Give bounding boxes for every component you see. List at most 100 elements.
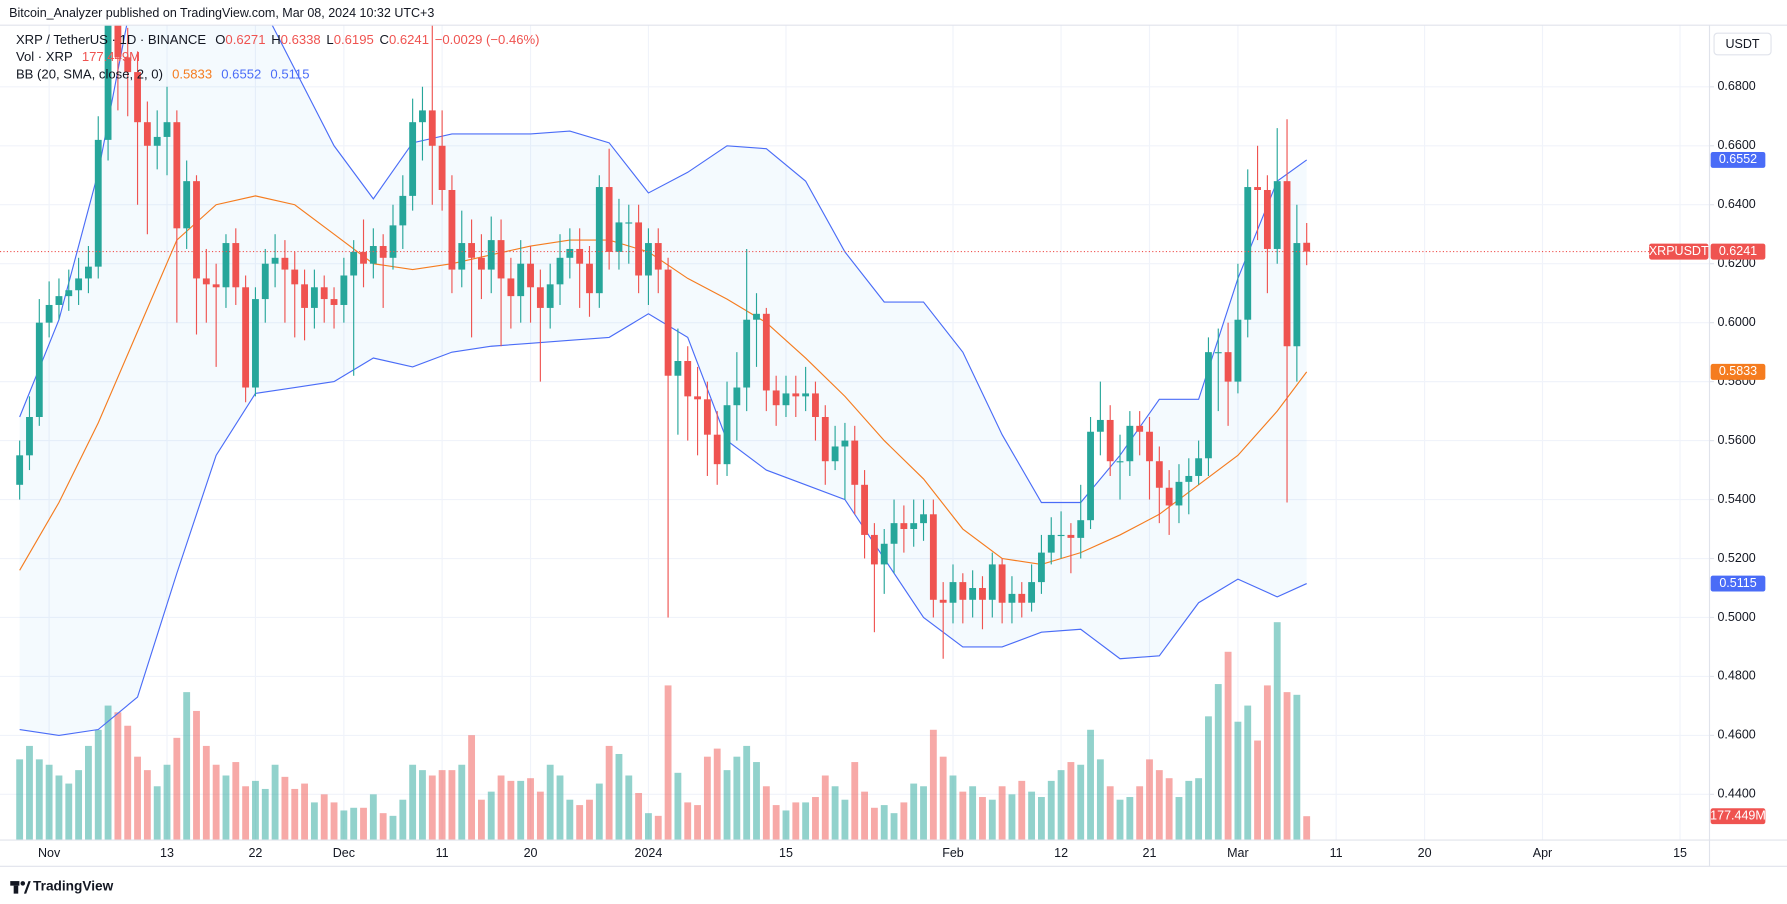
candle-body (124, 57, 132, 73)
candle-body (645, 243, 652, 276)
candle-body (615, 222, 623, 252)
candle-body (1293, 243, 1301, 347)
candle-body (821, 417, 829, 462)
candle-body (890, 523, 898, 544)
candle-body (1067, 534, 1075, 538)
volume-bar (1205, 716, 1212, 841)
bb-basis-tag: 0.5833 (1719, 364, 1757, 378)
change: −0.0029 (−0.46%) (435, 33, 540, 48)
ohlc-prefix: C (379, 33, 388, 48)
volume-bar (527, 778, 534, 841)
candle-body (546, 284, 554, 308)
candle-body (94, 139, 102, 267)
volume-bar (703, 756, 711, 841)
candle-body (959, 582, 967, 600)
volume-bar (684, 802, 692, 841)
volume-bar (448, 770, 456, 841)
volume-bar (1038, 797, 1045, 841)
candle-body (1214, 352, 1222, 354)
volume-bar (428, 775, 436, 841)
volume-bar (1234, 721, 1242, 841)
volume-bar (546, 764, 554, 841)
volume-bar (635, 792, 643, 841)
volume-bar (910, 783, 918, 841)
volume-bar (301, 783, 308, 841)
volume-bar (556, 775, 564, 841)
volume-bar (369, 794, 377, 841)
candle-body (1038, 552, 1045, 583)
volume-bar (143, 770, 151, 841)
candle-body (625, 222, 633, 224)
candle-body (320, 287, 328, 300)
candle-body (1244, 187, 1252, 320)
symbol-tag: XRPUSDT (1649, 244, 1709, 258)
volume-bar (969, 786, 977, 841)
candle-body (517, 263, 525, 297)
volume-bar (831, 786, 839, 841)
candle-body (1047, 534, 1055, 553)
volume-bar (949, 775, 957, 841)
candle-body (586, 263, 593, 294)
volume-bar (880, 805, 888, 841)
candle-body (1018, 593, 1026, 603)
x-tick-label: 20 (524, 846, 538, 860)
bb-basis-tag-box (1710, 363, 1766, 380)
volume-bar (595, 783, 603, 841)
candle-body (1263, 189, 1271, 249)
candle-body (713, 434, 721, 465)
x-tick-label: 20 (1418, 846, 1432, 860)
candle-body (301, 284, 308, 308)
volume-bar (114, 712, 122, 841)
volume-bar (1244, 705, 1252, 841)
volume-bar (517, 780, 525, 841)
candle-body (369, 246, 377, 264)
volume-bar (1263, 685, 1271, 841)
candle-body (733, 387, 741, 406)
candle-body (360, 251, 367, 264)
candle-body (409, 122, 417, 196)
currency-label[interactable]: USDT (1726, 37, 1760, 51)
x-tick-label: 11 (436, 846, 449, 860)
candle-body (576, 248, 584, 264)
y-tick-label: 0.5400 (1717, 492, 1755, 506)
x-tick-label: Mar (1227, 846, 1249, 860)
volume-bar (45, 764, 53, 841)
currency-button[interactable] (1713, 32, 1772, 56)
candle-body (1234, 319, 1242, 382)
volume-bar (153, 786, 161, 841)
volume-value: 177.449M (82, 50, 140, 65)
volume-bar (94, 729, 102, 841)
ohlc-value: 0.6241 (389, 33, 429, 48)
candle-body (851, 440, 859, 485)
candle-body (1224, 352, 1232, 382)
candle-body (448, 189, 456, 270)
volume-bar (350, 807, 358, 841)
volume-bar (183, 692, 191, 841)
candle-body (173, 122, 181, 229)
candle-body (1175, 481, 1183, 506)
volume-bar (664, 685, 672, 841)
candle-body (1185, 475, 1193, 482)
y-tick-label: 0.6000 (1717, 315, 1755, 329)
volume-bar (173, 737, 181, 841)
volume-bar (212, 764, 220, 841)
y-tick-label: 0.5600 (1717, 433, 1755, 447)
bb-upper-tag-box (1710, 151, 1766, 168)
volume-bar (232, 762, 240, 841)
volume-bar (389, 815, 397, 841)
candle-body (104, 25, 112, 140)
volume-bar (1293, 694, 1301, 841)
candle-body (605, 187, 613, 252)
x-tick-label: Nov (38, 846, 61, 860)
symbol-title: XRP / TetherUS · 1D · BINANCE (16, 33, 206, 48)
volume-bar (261, 788, 269, 841)
volume-bar (242, 786, 250, 841)
x-tick-label: Dec (333, 846, 355, 860)
candle-body (487, 240, 495, 270)
candle-body (694, 396, 701, 400)
volume-bar (1116, 799, 1124, 841)
volume-bar (586, 799, 593, 841)
candle-body (556, 257, 564, 285)
candle-body (880, 543, 888, 565)
candle-body (910, 523, 918, 530)
